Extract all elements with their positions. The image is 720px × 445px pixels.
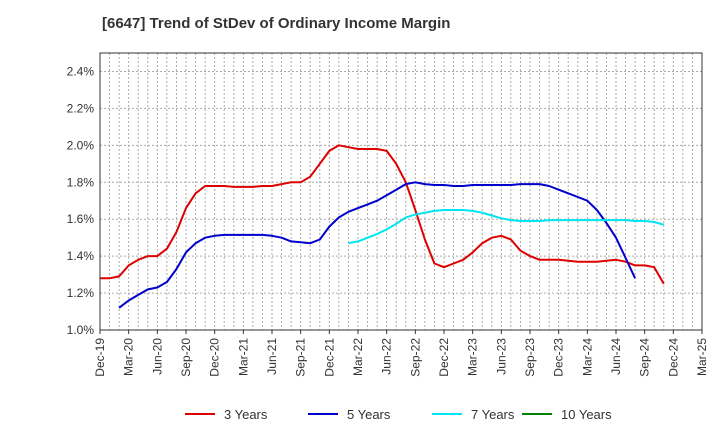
x-axis-ticks: Dec-19 Mar-20 Jun-20 Sep-20 Dec-20 Mar-21 Jun-…	[93, 330, 709, 377]
y-tick-label: 1.2%	[67, 286, 95, 300]
x-tick-label: Sep-22	[408, 338, 422, 377]
x-tick-label: Mar-20	[122, 338, 136, 376]
plot-area-frame	[99, 52, 703, 331]
legend-label: 10 Years	[561, 407, 612, 422]
x-tick-label: Sep-20	[179, 338, 193, 377]
series-lines	[100, 144, 665, 309]
legend: 3 Years 5 Years 7 Years 10 Years	[185, 407, 612, 422]
x-tick-label: Mar-21	[236, 338, 250, 376]
x-tick-label: Dec-21	[322, 338, 336, 377]
x-tick-label: Sep-23	[523, 338, 537, 377]
y-tick-label: 1.0%	[67, 323, 95, 337]
series-line-7-years	[348, 209, 665, 245]
x-tick-label: Jun-22	[380, 338, 394, 375]
grid-lines	[99, 53, 703, 331]
x-tick-label: Dec-19	[93, 338, 107, 377]
y-tick-label: 1.6%	[67, 212, 95, 226]
y-tick-label: 2.4%	[67, 64, 95, 78]
x-tick-label: Jun-20	[150, 338, 164, 375]
x-tick-label: Sep-21	[294, 338, 308, 377]
y-tick-label: 2.0%	[67, 138, 95, 152]
x-tick-label: Dec-23	[552, 338, 566, 377]
x-tick-label: Mar-24	[580, 338, 594, 376]
x-tick-label: Mar-23	[466, 338, 480, 376]
x-tick-label: Jun-24	[609, 338, 623, 375]
x-tick-label: Jun-23	[494, 338, 508, 375]
chart-title: [6647] Trend of StDev of Ordinary Income…	[102, 15, 450, 32]
legend-label: 3 Years	[224, 407, 268, 422]
y-tick-label: 2.2%	[67, 101, 95, 115]
series-line-3-years	[100, 144, 665, 285]
y-axis-ticks: 1.0% 1.2% 1.4% 1.6% 1.8% 2.0% 2.2% 2.4%	[67, 64, 95, 337]
y-tick-label: 1.4%	[67, 249, 95, 263]
x-tick-label: Mar-22	[351, 338, 365, 376]
x-tick-label: Mar-25	[695, 338, 709, 376]
x-tick-label: Dec-22	[437, 338, 451, 377]
legend-label: 5 Years	[347, 407, 391, 422]
series-line-5-years	[118, 181, 637, 309]
legend-label: 7 Years	[471, 407, 515, 422]
x-tick-label: Jun-21	[265, 338, 279, 375]
x-tick-label: Sep-24	[638, 338, 652, 377]
x-tick-label: Dec-20	[208, 338, 222, 377]
x-tick-label: Dec-24	[666, 338, 680, 377]
y-tick-label: 1.8%	[67, 175, 95, 189]
